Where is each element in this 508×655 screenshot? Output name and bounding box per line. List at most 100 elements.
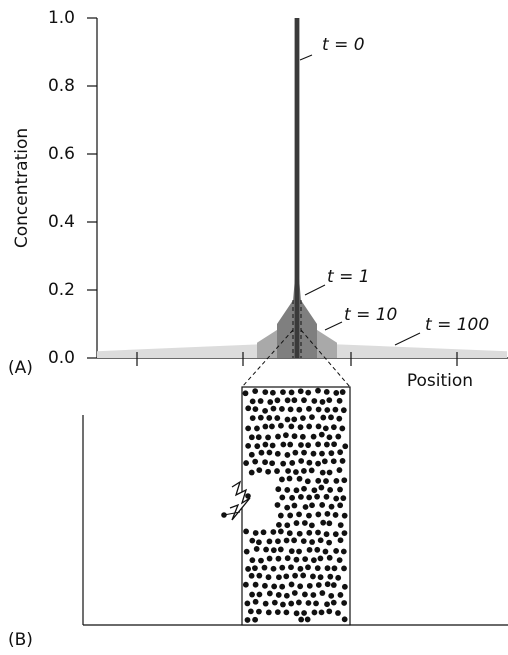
particle — [319, 469, 326, 476]
particle — [258, 449, 265, 456]
particle — [314, 493, 320, 500]
particle — [284, 487, 291, 493]
particle — [341, 512, 348, 519]
particle — [310, 557, 317, 564]
particle — [274, 397, 281, 404]
particle — [278, 422, 284, 429]
particle — [324, 565, 331, 572]
particle — [253, 546, 260, 552]
particle — [339, 389, 346, 395]
particle — [310, 433, 317, 440]
particle — [326, 520, 333, 527]
particle — [308, 467, 315, 474]
particle — [333, 478, 340, 484]
particle — [289, 494, 296, 501]
particle — [283, 537, 290, 544]
particle — [311, 487, 318, 494]
series-label: t = 1 — [327, 267, 370, 287]
particle — [328, 450, 335, 457]
particle — [300, 538, 307, 545]
particle — [263, 546, 269, 553]
particle — [337, 592, 344, 598]
particle — [323, 478, 329, 484]
particle — [313, 600, 319, 607]
particle — [277, 512, 284, 519]
particle — [337, 522, 344, 529]
particle — [256, 467, 263, 474]
particle — [252, 530, 259, 536]
particle — [286, 475, 293, 482]
y-tick-label: 0.0 — [48, 348, 75, 368]
particle — [337, 537, 344, 544]
particle — [288, 423, 295, 430]
particle — [323, 493, 330, 500]
particle — [266, 449, 273, 456]
particle — [317, 537, 324, 544]
particle — [298, 458, 305, 464]
particle — [291, 433, 298, 440]
particle — [274, 502, 281, 508]
particle — [326, 397, 333, 404]
particle — [252, 458, 259, 465]
particle — [340, 495, 347, 502]
particle — [322, 425, 329, 432]
particle — [252, 406, 259, 413]
series-label: t = 10 — [344, 305, 397, 325]
particle — [288, 564, 294, 571]
particle — [255, 434, 262, 441]
particle — [271, 599, 278, 606]
particle — [252, 616, 259, 623]
particle — [333, 390, 340, 396]
particle — [275, 592, 282, 598]
particle — [336, 415, 343, 422]
particle — [248, 469, 255, 476]
particles — [242, 387, 349, 623]
particle — [262, 423, 269, 430]
particle — [341, 477, 348, 484]
particle — [304, 616, 311, 623]
particle — [265, 468, 272, 475]
particle — [336, 467, 343, 473]
particle — [287, 441, 294, 448]
particle — [295, 599, 302, 606]
particle — [275, 486, 282, 493]
particle — [296, 406, 303, 413]
particle — [324, 407, 331, 413]
particle — [243, 548, 250, 555]
particle — [269, 423, 275, 430]
particle — [266, 538, 273, 545]
particle — [330, 458, 337, 465]
particle — [306, 405, 312, 412]
particle — [305, 600, 312, 606]
y-axis-label: Concentration — [12, 128, 32, 248]
particle — [245, 493, 251, 499]
particle — [297, 424, 304, 431]
particle — [306, 494, 313, 501]
particle — [249, 415, 256, 421]
particle — [326, 554, 333, 561]
particle — [315, 477, 322, 484]
particle — [287, 406, 294, 413]
particle — [262, 459, 268, 466]
particle — [252, 388, 259, 395]
particle — [245, 405, 252, 412]
particle — [309, 414, 315, 421]
particle — [319, 502, 326, 508]
zoom-line — [241, 329, 294, 388]
particle — [270, 529, 277, 535]
particle — [337, 449, 344, 456]
particle — [297, 565, 304, 572]
particle — [286, 530, 293, 537]
particle — [332, 531, 339, 538]
particle — [291, 502, 298, 509]
particle — [302, 591, 308, 598]
particle — [315, 529, 321, 536]
particle — [287, 512, 294, 519]
particle — [296, 475, 303, 482]
particle — [293, 487, 300, 494]
particle — [275, 538, 281, 545]
particle — [288, 389, 295, 396]
particle — [326, 539, 333, 546]
